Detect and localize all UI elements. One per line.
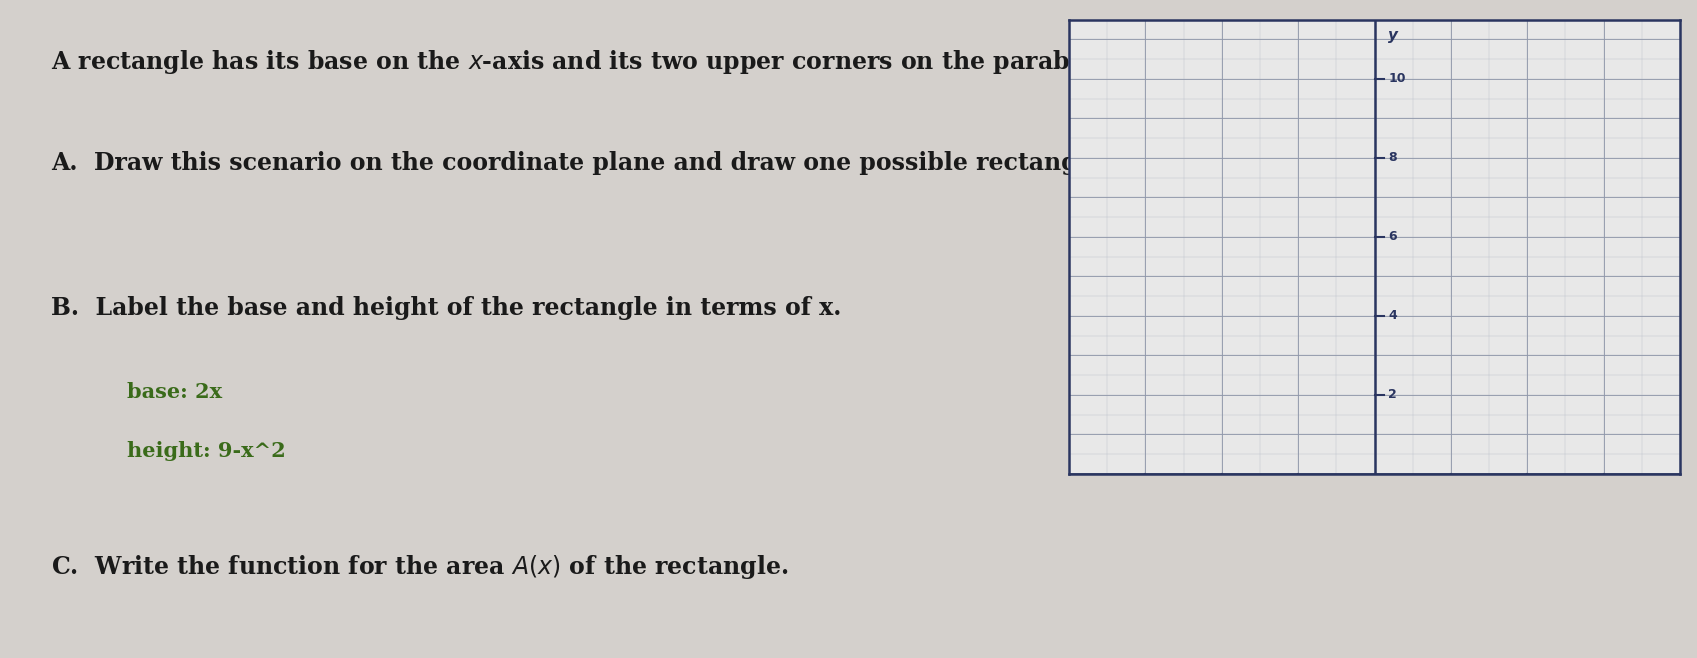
Text: B.  Label the base and height of the rectangle in terms of x.: B. Label the base and height of the rect… <box>51 296 842 320</box>
Text: 6: 6 <box>1388 230 1397 243</box>
Text: 2: 2 <box>1388 388 1397 401</box>
Text: 8: 8 <box>1388 151 1397 164</box>
Text: height: 9-x^2: height: 9-x^2 <box>127 441 287 461</box>
Text: 10: 10 <box>1388 72 1405 86</box>
Text: 4: 4 <box>1388 309 1397 322</box>
Text: A rectangle has its base on the $x$-axis and its two upper corners on the parabo: A rectangle has its base on the $x$-axis… <box>51 46 1239 78</box>
Text: base: 2x: base: 2x <box>127 382 222 401</box>
Text: C.  Write the function for the area $A(x)$ of the rectangle.: C. Write the function for the area $A(x)… <box>51 553 789 581</box>
Text: A.  Draw this scenario on the coordinate plane and draw one possible rectangle.: A. Draw this scenario on the coordinate … <box>51 151 1110 175</box>
Text: y: y <box>1388 28 1398 43</box>
